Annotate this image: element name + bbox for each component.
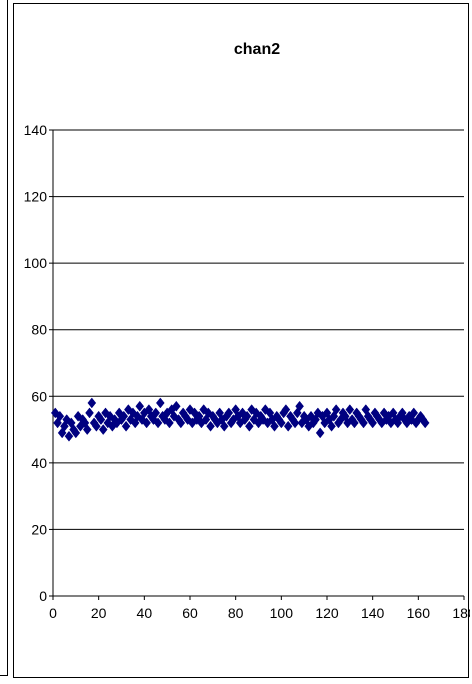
data-point [277,417,286,429]
y-tick-label: 100 [24,255,48,271]
data-point [153,417,163,429]
data-point [121,420,131,432]
x-tick-label: 100 [270,605,294,621]
y-tick-label: 20 [31,521,47,537]
x-tick-label: 80 [228,605,244,621]
data-point [98,424,108,435]
data-point [224,407,234,419]
axes [52,130,464,597]
data-point [171,400,181,412]
data-point [242,410,252,422]
data-point [345,404,355,416]
data-point [409,407,419,419]
data-point [245,420,254,432]
x-tick-label: 160 [407,605,431,621]
x-tick-label: 140 [361,605,385,621]
scatter-chart: chan2 0 20 40 60 80 100 120 140 0 20 40 60 80 100 120… [24,41,472,621]
x-axis-ticks: 0 20 40 60 80 100 120 140 160 180 [49,596,472,621]
x-tick-label: 120 [315,605,339,621]
data-point [55,410,65,422]
data-point [155,397,165,409]
y-tick-label: 60 [31,388,47,404]
data-point [420,417,430,429]
data-point [350,417,359,429]
y-tick-label: 120 [24,189,48,205]
data-point [64,430,74,442]
data-points [50,397,430,442]
data-point [270,420,279,432]
data-point [327,420,336,432]
y-tick-label: 0 [39,588,47,604]
data-point [283,420,293,432]
data-point [142,417,151,429]
gridlines [53,129,464,530]
data-point [368,417,377,429]
data-point [281,404,291,416]
x-tick-label: 20 [91,605,107,621]
chart-title: chan2 [234,41,280,58]
data-point [165,417,174,429]
data-point [92,420,101,432]
x-tick-label: 0 [49,605,57,621]
data-point [151,407,161,419]
data-point [119,410,129,422]
y-tick-label: 80 [31,322,47,338]
data-point [315,427,325,439]
y-tick-label: 140 [24,122,48,138]
adjacent-panel-edge [0,0,8,676]
x-tick-label: 60 [182,605,198,621]
y-axis-ticks: 0 20 40 60 80 100 120 140 [24,122,53,604]
x-tick-label: 180 [452,605,470,621]
data-point [71,427,81,439]
data-point [219,420,229,432]
data-point [206,420,215,432]
chart-area: chan2 0 20 40 60 80 100 120 140 0 20 40 60 80 100 120… [13,3,472,678]
data-point [96,414,106,425]
y-tick-label: 40 [31,455,47,471]
data-point [87,397,97,409]
data-point [176,417,186,429]
data-point [331,404,341,416]
data-point [290,417,300,429]
data-point [359,417,368,429]
data-point [295,400,304,412]
data-point [135,400,145,412]
data-point [85,407,94,419]
x-tick-label: 40 [137,605,153,621]
data-point [82,424,92,435]
